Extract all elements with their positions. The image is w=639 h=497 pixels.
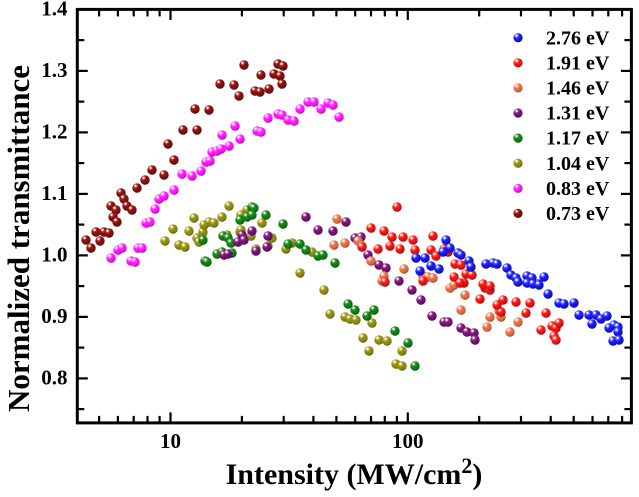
svg-text:Intensity (MW/cm2): Intensity (MW/cm2) [226, 453, 483, 491]
svg-text:10: 10 [160, 429, 181, 453]
svg-text:1.31 eV: 1.31 eV [546, 103, 610, 125]
svg-text:1.3: 1.3 [41, 58, 67, 82]
svg-text:1.46 eV: 1.46 eV [546, 78, 610, 100]
svg-text:1.1: 1.1 [41, 181, 67, 205]
svg-text:2.76 eV: 2.76 eV [546, 27, 610, 49]
svg-text:0.83 eV: 0.83 eV [546, 178, 610, 200]
svg-text:1.0: 1.0 [41, 243, 67, 267]
svg-text:Normalized transmittance: Normalized transmittance [1, 65, 36, 412]
svg-text:0.73 eV: 0.73 eV [546, 203, 610, 225]
svg-text:0.9: 0.9 [41, 304, 67, 328]
svg-text:1.17 eV: 1.17 eV [546, 128, 610, 150]
svg-text:1.4: 1.4 [41, 0, 68, 21]
svg-text:100: 100 [392, 429, 424, 453]
svg-text:1.04 eV: 1.04 eV [546, 153, 610, 175]
svg-text:1.91 eV: 1.91 eV [546, 52, 610, 74]
svg-text:1.2: 1.2 [41, 120, 67, 144]
svg-text:0.8: 0.8 [41, 366, 67, 390]
